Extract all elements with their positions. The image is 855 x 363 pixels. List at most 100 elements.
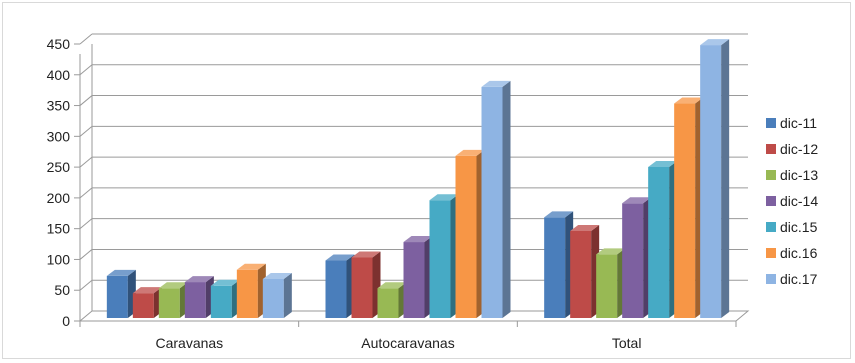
bar	[570, 224, 600, 318]
legend-label: dic-14	[780, 193, 818, 209]
bar-top	[622, 197, 652, 204]
bar	[377, 282, 407, 318]
bar-top	[132, 287, 162, 294]
gridline-side	[79, 279, 93, 291]
legend-label: dic-13	[780, 167, 818, 183]
bar	[455, 149, 485, 318]
bar	[351, 251, 381, 318]
bar	[158, 282, 188, 318]
bar-front	[674, 103, 696, 318]
bar-front	[106, 275, 128, 318]
bar	[481, 80, 511, 319]
y-tick-label: 100	[47, 251, 71, 267]
bars	[106, 39, 730, 319]
y-tick-label: 200	[47, 190, 71, 206]
bar-top	[648, 160, 678, 167]
bar-front	[455, 155, 477, 318]
legend-label: dic.15	[780, 219, 818, 235]
bar-top	[262, 272, 292, 279]
bar	[622, 197, 652, 318]
bar	[210, 279, 240, 318]
bar	[236, 263, 266, 318]
legend-item: dic-14	[766, 193, 818, 209]
legend-swatch	[766, 170, 776, 180]
bar	[544, 211, 574, 318]
y-tick-label: 350	[47, 98, 71, 114]
bar-top	[481, 80, 511, 87]
bar-front	[262, 278, 284, 318]
bar-top	[570, 224, 600, 231]
bar	[262, 272, 292, 318]
legend-item: dic-13	[766, 167, 818, 183]
bar-top	[184, 276, 214, 283]
bar	[648, 160, 678, 318]
bar	[403, 236, 433, 318]
bar-front	[325, 260, 347, 318]
axes	[74, 43, 750, 327]
bar-front	[377, 288, 399, 318]
legend-swatch	[766, 196, 776, 206]
bar-top	[325, 254, 355, 261]
bar-top	[674, 97, 704, 104]
bar-front	[429, 200, 451, 318]
legend-item: dic-12	[766, 141, 818, 157]
bar-front	[481, 86, 503, 319]
bar-front	[700, 45, 722, 318]
legend-swatch	[766, 248, 776, 258]
legend-item: dic.16	[766, 245, 818, 261]
bar	[596, 248, 626, 318]
bar-front	[132, 293, 154, 318]
gridline-side	[79, 95, 93, 106]
bar-side	[283, 272, 292, 318]
bar-top	[700, 39, 730, 46]
gridline-side	[79, 218, 93, 230]
bar-top	[106, 269, 136, 276]
legend-item: dic-11	[766, 115, 817, 131]
bar-front	[184, 282, 206, 318]
bar-front	[544, 217, 566, 318]
legend-label: dic.17	[780, 271, 818, 287]
bar-top	[377, 282, 407, 289]
bar-top	[210, 279, 240, 286]
bar-front	[596, 254, 618, 318]
x-tick-label: Caravanas	[155, 335, 223, 351]
legend-item: dic.15	[766, 219, 818, 235]
legend-label: dic-11	[780, 115, 817, 131]
legend: dic-11 dic-12 dic-13 dic-14 dic.15 dic.16 dic.…	[766, 115, 818, 287]
bar	[132, 287, 162, 318]
bar-top	[429, 194, 459, 201]
bar-top	[544, 211, 574, 218]
gridline-side	[79, 156, 93, 168]
bar-top	[596, 248, 626, 255]
legend-swatch	[766, 222, 776, 232]
bar-top	[158, 282, 188, 289]
bar-front	[210, 285, 232, 318]
bar-front	[158, 288, 180, 318]
x-tick-label: Total	[612, 335, 642, 351]
bar	[184, 276, 214, 318]
bar-front	[403, 242, 425, 318]
bar	[674, 97, 704, 318]
bar	[700, 39, 730, 318]
y-tick-label: 250	[47, 159, 71, 175]
legend-swatch	[766, 144, 776, 154]
bar-front	[570, 230, 592, 318]
gridline-side	[79, 64, 93, 76]
x-tick-label: Autocaravanas	[361, 335, 454, 351]
y-tick-label: 0	[62, 313, 70, 329]
bar-top	[403, 236, 433, 243]
bar-front	[236, 269, 258, 318]
bar-top	[236, 263, 266, 270]
bar-side	[721, 39, 730, 318]
bar-front	[351, 257, 373, 318]
bar	[429, 194, 459, 318]
bar-front	[648, 166, 670, 318]
bar-front	[622, 203, 644, 318]
y-tick-label: 150	[47, 221, 71, 237]
y-tick-label: 300	[47, 128, 71, 144]
bar-top	[455, 149, 485, 156]
legend-label: dic-12	[780, 141, 818, 157]
bar	[106, 269, 136, 318]
bar-side	[502, 80, 511, 319]
